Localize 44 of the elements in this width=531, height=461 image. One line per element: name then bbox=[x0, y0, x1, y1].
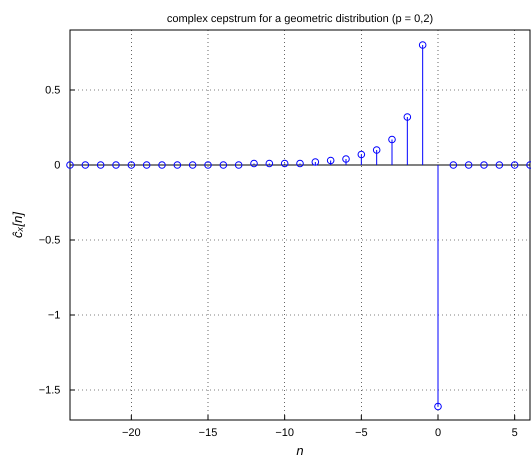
chart-title: complex cepstrum for a geometric distribution (p = 0,2) bbox=[166, 13, 434, 25]
x-tick-label: −15 bbox=[198, 427, 218, 440]
point bbox=[174, 161, 182, 169]
point bbox=[158, 161, 166, 169]
x-tick-label: 5 bbox=[512, 427, 518, 440]
point bbox=[234, 161, 242, 169]
point bbox=[188, 161, 196, 169]
point bbox=[142, 161, 150, 169]
point bbox=[220, 161, 228, 169]
point bbox=[418, 41, 426, 49]
point bbox=[510, 161, 518, 169]
x-tick-label: 0 bbox=[434, 427, 442, 440]
y-axis-title: ĉₓ[n] bbox=[10, 212, 25, 238]
point bbox=[280, 160, 288, 168]
point bbox=[342, 155, 350, 163]
point bbox=[312, 158, 320, 166]
point bbox=[450, 161, 458, 169]
point bbox=[388, 136, 396, 144]
point bbox=[480, 161, 488, 169]
point bbox=[496, 161, 504, 169]
point bbox=[266, 160, 274, 168]
y-tick-label: 0 bbox=[54, 160, 60, 172]
point bbox=[112, 161, 120, 169]
y-tick-label: −0.5 bbox=[38, 234, 60, 247]
point bbox=[204, 161, 212, 169]
x-tick-label: −20 bbox=[122, 427, 141, 440]
point bbox=[358, 150, 366, 158]
y-tick-label: −1.5 bbox=[38, 384, 60, 397]
point bbox=[82, 161, 90, 169]
x-tick-label: −5 bbox=[355, 427, 368, 440]
point bbox=[66, 161, 74, 169]
point bbox=[296, 160, 304, 168]
x-axis-title: n bbox=[296, 443, 304, 458]
point bbox=[326, 156, 334, 164]
point bbox=[250, 160, 258, 168]
point bbox=[434, 402, 442, 410]
point bbox=[372, 146, 380, 154]
point bbox=[404, 113, 412, 121]
x-tick-label: −10 bbox=[275, 427, 294, 440]
y-tick-label: −1 bbox=[48, 310, 60, 322]
point bbox=[128, 161, 136, 169]
point bbox=[96, 161, 104, 169]
point bbox=[464, 161, 472, 169]
y-tick-label: 0.5 bbox=[45, 84, 60, 97]
